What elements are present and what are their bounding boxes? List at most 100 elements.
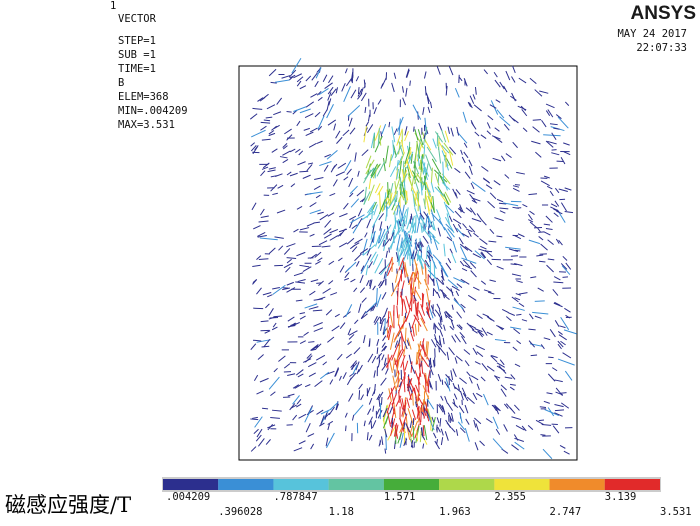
vector bbox=[442, 337, 445, 345]
vector bbox=[502, 308, 509, 313]
vector bbox=[388, 325, 392, 341]
vector bbox=[467, 230, 472, 237]
vector bbox=[315, 354, 326, 361]
vector bbox=[352, 242, 360, 248]
vector bbox=[404, 126, 408, 136]
vector bbox=[272, 284, 286, 295]
vector bbox=[557, 331, 563, 335]
vector bbox=[289, 403, 296, 411]
vector bbox=[416, 406, 420, 419]
vector bbox=[420, 156, 427, 173]
vector bbox=[309, 209, 321, 215]
vector bbox=[277, 184, 284, 189]
vector bbox=[329, 401, 339, 410]
vector bbox=[470, 270, 477, 278]
vector bbox=[407, 166, 411, 179]
vector bbox=[378, 213, 385, 221]
vector bbox=[422, 235, 429, 244]
vector bbox=[454, 167, 461, 174]
vector bbox=[286, 281, 294, 286]
vector bbox=[417, 343, 423, 362]
vector bbox=[437, 426, 441, 433]
vector bbox=[285, 266, 291, 273]
vector bbox=[443, 193, 450, 206]
vector bbox=[401, 298, 404, 317]
vector bbox=[417, 301, 419, 314]
vector bbox=[442, 161, 444, 179]
vector bbox=[316, 140, 323, 144]
vector bbox=[260, 121, 271, 124]
vector bbox=[514, 441, 525, 450]
vector bbox=[454, 334, 461, 343]
vector bbox=[512, 185, 520, 188]
vector bbox=[440, 275, 445, 281]
vector bbox=[289, 74, 296, 79]
vector bbox=[521, 319, 528, 322]
vector bbox=[423, 71, 427, 79]
legend-swatch bbox=[273, 479, 329, 490]
vector bbox=[473, 104, 482, 112]
vector bbox=[392, 375, 397, 389]
vector bbox=[399, 432, 404, 448]
vector bbox=[268, 376, 280, 390]
vector bbox=[457, 223, 462, 230]
vector bbox=[268, 167, 276, 170]
vector bbox=[414, 289, 422, 301]
vector bbox=[310, 253, 317, 259]
vector bbox=[444, 191, 452, 203]
vector bbox=[552, 425, 560, 434]
vector bbox=[414, 191, 420, 207]
vector bbox=[557, 116, 569, 129]
vector bbox=[427, 382, 430, 394]
vector bbox=[326, 432, 335, 449]
vector bbox=[441, 177, 448, 191]
vector bbox=[469, 102, 473, 109]
vector bbox=[368, 261, 373, 269]
vector bbox=[512, 346, 518, 352]
vector bbox=[459, 246, 468, 261]
vector bbox=[396, 234, 401, 251]
vector bbox=[396, 160, 399, 171]
vector bbox=[308, 341, 315, 343]
vector bbox=[350, 360, 357, 369]
vector bbox=[435, 343, 441, 350]
vector bbox=[440, 193, 449, 205]
vector bbox=[560, 402, 570, 409]
vector bbox=[505, 153, 512, 159]
vector bbox=[312, 309, 323, 312]
vector bbox=[414, 263, 418, 277]
vector bbox=[398, 381, 402, 388]
vector bbox=[382, 407, 388, 418]
vector bbox=[532, 119, 542, 121]
vector bbox=[353, 404, 364, 416]
vector bbox=[545, 140, 554, 148]
vector bbox=[314, 111, 321, 118]
vector bbox=[424, 193, 430, 212]
vector bbox=[271, 148, 278, 153]
vector bbox=[311, 72, 318, 81]
vector bbox=[511, 416, 522, 421]
vector bbox=[499, 116, 511, 127]
vector bbox=[486, 331, 493, 336]
vector bbox=[387, 196, 396, 209]
vector bbox=[467, 294, 477, 301]
vector bbox=[407, 376, 409, 390]
vector bbox=[286, 258, 292, 264]
legend-swatch bbox=[163, 479, 219, 490]
vector bbox=[307, 162, 314, 165]
vector bbox=[367, 353, 374, 363]
vector bbox=[536, 254, 544, 257]
vector bbox=[480, 245, 487, 250]
vector bbox=[376, 338, 380, 346]
vector bbox=[265, 116, 273, 119]
vector bbox=[445, 204, 455, 214]
vector bbox=[305, 75, 312, 82]
vector bbox=[418, 242, 421, 251]
vector bbox=[382, 157, 386, 172]
vector bbox=[385, 267, 390, 278]
vector bbox=[432, 359, 435, 368]
vector bbox=[387, 411, 392, 427]
vector bbox=[360, 265, 365, 272]
vector bbox=[456, 126, 460, 136]
vector bbox=[304, 113, 314, 118]
